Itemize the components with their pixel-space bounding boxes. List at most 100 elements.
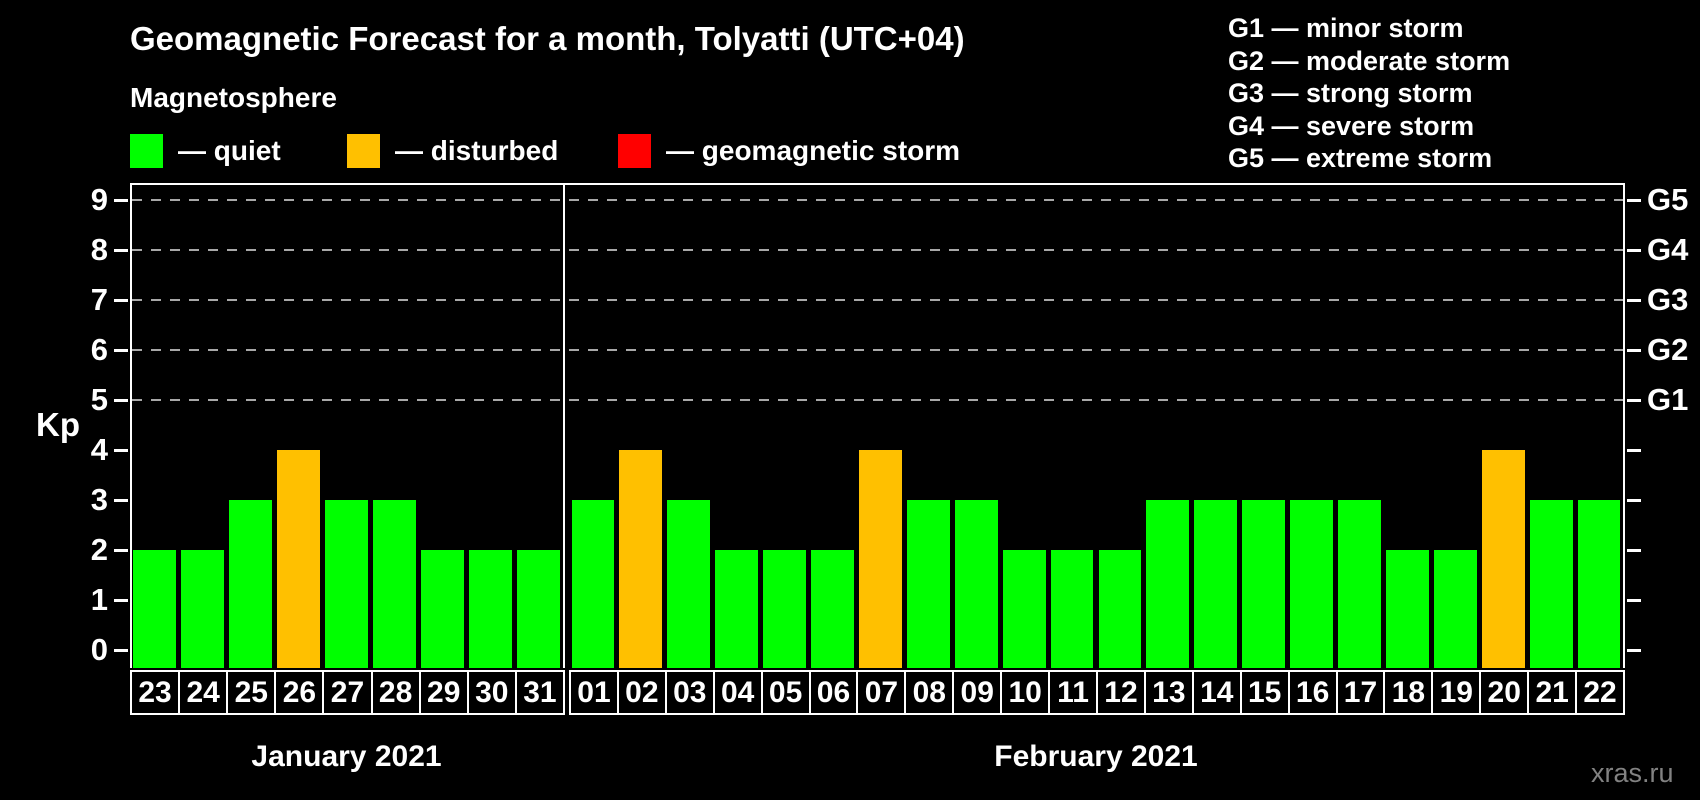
kp-bar-february-16: [1290, 500, 1334, 668]
legend-item-storm: — geomagnetic storm: [618, 133, 960, 169]
kp-bar-february-05: [763, 550, 807, 668]
month-label: February 2021: [994, 740, 1198, 773]
y-tick-label: 7: [90, 282, 108, 317]
day-label: 07: [856, 670, 907, 715]
day-label: 10: [1000, 670, 1051, 715]
day-label: 22: [1575, 670, 1625, 715]
kp-bar-february-06: [811, 550, 854, 668]
y-tick-label: 9: [90, 182, 108, 217]
day-label: 01: [569, 670, 619, 715]
right-axis-label-g1: G1: [1647, 382, 1689, 417]
right-axis-tick: [1627, 449, 1641, 452]
y-axis-tick: [114, 499, 128, 502]
plot-area: 0 1 2 3 4 5 6 7 8 9 G1 G2 G3 G4 G5: [91, 182, 1688, 668]
right-axis-tick: [1627, 399, 1641, 402]
gridline-kp-5: [132, 399, 1623, 401]
right-axis-tick: [1627, 599, 1641, 602]
right-axis-tick: [1627, 549, 1641, 552]
kp-bar-january-30: [469, 550, 513, 668]
kp-bar-january-28: [373, 500, 417, 668]
y-axis-tick: [114, 399, 128, 402]
day-label: 15: [1239, 670, 1290, 715]
day-label: 06: [808, 670, 859, 715]
legend-item-quiet: — quiet: [130, 133, 281, 169]
day-label: 08: [904, 670, 955, 715]
right-axis-tick: [1627, 199, 1641, 202]
chart-title: Geomagnetic Forecast for a month, Tolyat…: [130, 20, 965, 57]
kp-bar-february-20: [1481, 450, 1525, 668]
kp-bar-february-03: [667, 500, 711, 668]
g-scale-legend-line-g2: G2 — moderate storm: [1228, 45, 1511, 76]
kp-bar-january-25: [228, 500, 272, 668]
kp-bar-february-19: [1433, 550, 1477, 668]
kp-bar-february-08: [906, 500, 950, 668]
y-tick-label: 6: [90, 332, 108, 367]
kp-bar-february-12: [1098, 550, 1142, 668]
right-axis-label-g4: G4: [1647, 232, 1689, 267]
kp-bar-january-24: [180, 550, 224, 668]
y-axis-tick: [114, 299, 128, 302]
y-axis-tick: [114, 549, 128, 552]
day-label: 12: [1096, 670, 1146, 715]
gridline-kp-7: [132, 299, 1623, 301]
y-tick-label: 3: [90, 482, 108, 517]
day-label: 11: [1048, 670, 1098, 715]
kp-bar-february-15: [1242, 500, 1286, 668]
kp-bar-february-09: [954, 500, 998, 668]
day-label: 02: [616, 670, 667, 715]
g-scale-legend: G1 — minor storm G2 — moderate storm G3 …: [1228, 12, 1510, 175]
y-tick-label: 2: [90, 532, 108, 567]
day-label: 29: [418, 670, 469, 715]
day-label: 26: [274, 670, 325, 715]
y-tick-label: 1: [90, 582, 108, 617]
y-axis-tick: [114, 199, 128, 202]
kp-bar-february-04: [715, 550, 759, 668]
gridline-kp-6: [132, 349, 1623, 351]
kp-bar-february-14: [1194, 500, 1238, 668]
day-label: 05: [760, 670, 811, 715]
day-label: 20: [1479, 670, 1530, 715]
g-scale-legend-line-g3: G3 — strong storm: [1228, 78, 1473, 108]
kp-bar-february-11: [1050, 550, 1094, 668]
legend-item-label: — geomagnetic storm: [666, 135, 961, 166]
y-tick-label: 5: [90, 382, 108, 417]
day-label: 18: [1383, 670, 1434, 715]
right-axis-tick: [1627, 649, 1641, 652]
right-axis-tick: [1627, 299, 1641, 302]
kp-bar-february-13: [1146, 500, 1190, 668]
day-label: 19: [1431, 670, 1482, 715]
month-separator-line: [563, 183, 565, 668]
x-axis-month-labels: January 2021 February 2021: [130, 740, 1625, 780]
kp-bar-january-23: [132, 550, 176, 668]
day-label: 23: [130, 670, 181, 715]
kp-bar-january-29: [421, 550, 465, 668]
right-axis-label-g2: G2: [1647, 332, 1689, 367]
kp-bar-february-21: [1529, 500, 1573, 668]
disturbed-color-swatch: [347, 134, 380, 168]
y-axis-tick: [114, 349, 128, 352]
day-label: 14: [1191, 670, 1242, 715]
day-label: 24: [178, 670, 229, 715]
y-tick-label: 8: [90, 232, 108, 267]
y-axis-tick: [114, 599, 128, 602]
legend-item-disturbed: — disturbed: [347, 133, 558, 169]
day-label: 16: [1287, 670, 1338, 715]
day-label: 31: [514, 670, 565, 715]
x-axis-day-labels: 23 24 25 26 27 28 29 30 31 01 02 03 04 05 06 07 08 09 10 11…: [130, 670, 1625, 715]
kp-bar-february-01: [571, 500, 615, 668]
day-label: 28: [370, 670, 421, 715]
g-scale-legend-line-g5: G5 — extreme storm: [1228, 143, 1493, 173]
kp-bar-february-02: [619, 450, 663, 668]
kp-bar-february-10: [1002, 550, 1046, 668]
gridline-kp-8: [132, 249, 1623, 251]
day-label: 30: [466, 670, 517, 715]
right-axis-label-g3: G3: [1647, 282, 1689, 317]
day-label: 27: [322, 670, 373, 715]
day-label: 17: [1335, 670, 1386, 715]
y-axis-tick: [114, 649, 128, 652]
day-label: 03: [664, 670, 715, 715]
right-axis-label-g5: G5: [1647, 182, 1689, 217]
kp-bar-february-07: [858, 450, 902, 668]
y-axis-label: Kp: [36, 406, 80, 443]
